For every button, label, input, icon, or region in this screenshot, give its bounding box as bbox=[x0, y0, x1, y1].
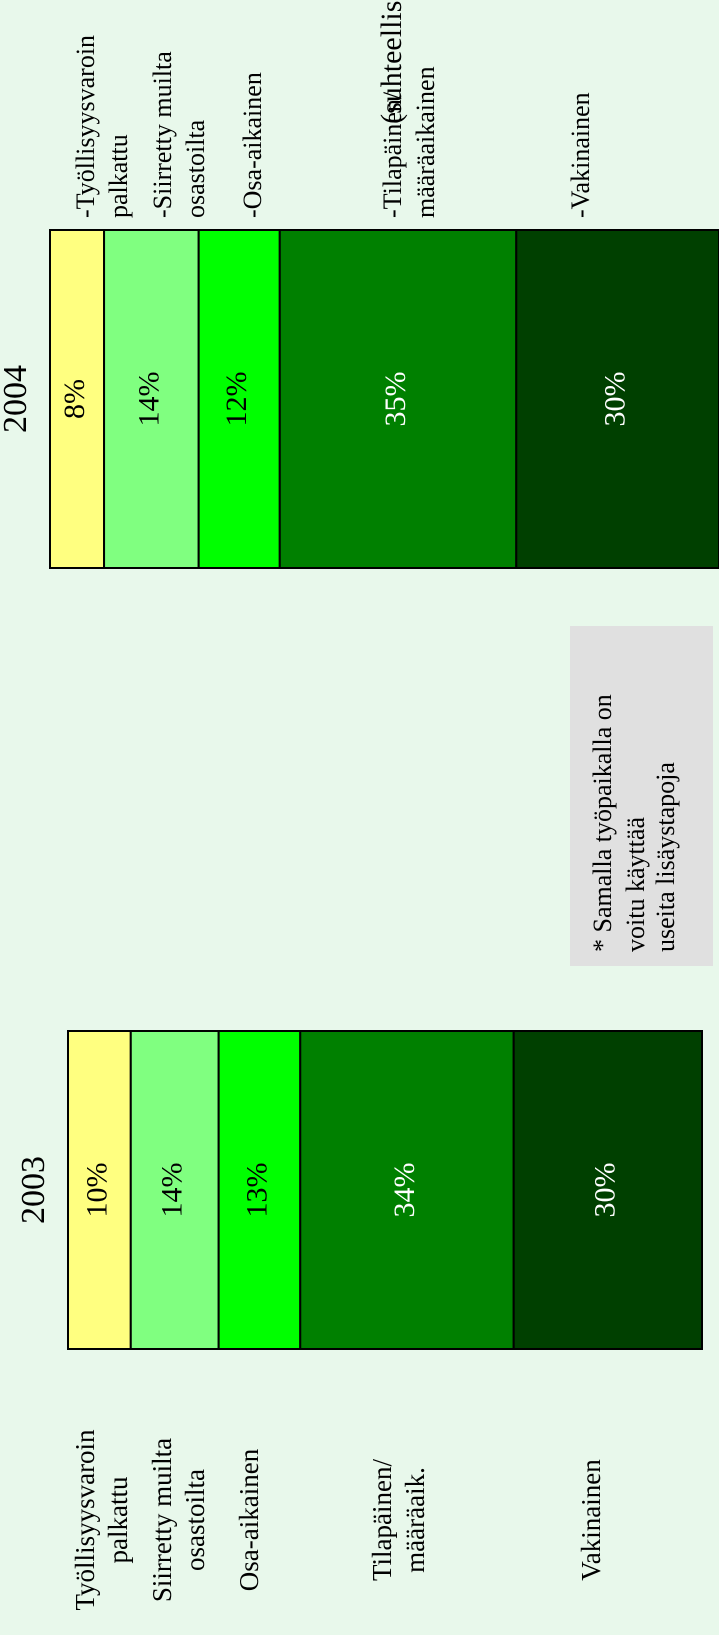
bar-2004-osa-aikainen bbox=[197, 229, 281, 569]
category-label-2004: 2004 bbox=[0, 365, 34, 433]
value-label-2004-tyollisyysvaroin-palkattu: 8% bbox=[58, 379, 91, 419]
bar-2003-vakinainen bbox=[512, 1030, 703, 1350]
bar-2004-tyollisyysvaroin-palkattu bbox=[49, 229, 106, 569]
bar-2003-tyollisyysvaroin-palkattu bbox=[67, 1030, 132, 1350]
bar-2004-siirretty-muilta-osastoilta bbox=[103, 229, 200, 569]
legend-2004-tyollisyysvaroin-line-2: palkattu bbox=[104, 134, 133, 218]
legend-2003-osa-aikainen-line-1: Osa-aikainen bbox=[234, 1448, 264, 1591]
legend-2003-vakinainen-line-1: Vakinainen bbox=[576, 1459, 606, 1581]
legend-2003-tilapainen-line-2: määräaik. bbox=[400, 1467, 430, 1573]
value-label-2004-osa-aikainen: 12% bbox=[220, 372, 253, 427]
value-label-2003-vakinainen: 30% bbox=[589, 1163, 622, 1218]
bar-2004-vakinainen bbox=[515, 229, 719, 569]
legend-2003-tilapainen-line-1: Tilapäinen/ bbox=[367, 1459, 397, 1581]
legend-2003-tyollisyysvaroin-line-1: Työllisyysvaroin bbox=[70, 1429, 100, 1611]
note-line-3: useita lisäystapoja bbox=[651, 762, 680, 952]
note-line-1: * Samalla työpaikalla on bbox=[588, 694, 617, 952]
legend-2004-osa-aikainen-line-1: -Osa-aikainen bbox=[238, 72, 267, 218]
value-label-2004-vakinainen: 30% bbox=[599, 372, 632, 427]
value-label-2004-tilapainen-maaraaik: 35% bbox=[379, 372, 412, 427]
value-label-2003-osa-aikainen: 13% bbox=[240, 1163, 273, 1218]
value-label-2003-siirretty-muilta-osastoilta: 14% bbox=[156, 1163, 189, 1218]
note-box bbox=[570, 626, 713, 966]
value-label-2004-siirretty-muilta-osastoilta: 14% bbox=[132, 372, 165, 427]
bar-2003-siirretty-muilta-osastoilta bbox=[129, 1030, 220, 1350]
legend-2004-siirretty-muilta-line-2: osastoilta bbox=[181, 119, 210, 218]
legend-2004-tyollisyysvaroin-line-1: -Työllisyysvaroin bbox=[71, 35, 100, 218]
value-label-2003-tyollisyysvaroin-palkattu: 10% bbox=[80, 1163, 113, 1218]
legend-2004-siirretty-muilta-line-1: -Siirretty muilta bbox=[148, 51, 177, 218]
bar-2003-tilapainen-maaraaik bbox=[299, 1030, 515, 1350]
bar-2003-osa-aikainen bbox=[217, 1030, 302, 1350]
legend-2003-siirretty-muilta-line-1: Siirretty muilta bbox=[147, 1438, 177, 1602]
value-label-2003-tilapainen-maaraaik: 34% bbox=[388, 1163, 421, 1218]
chart-subtitle: (suhteelliset osuudet) bbox=[375, 0, 408, 124]
legend-2003-tyollisyysvaroin-line-2: palkattu bbox=[103, 1476, 133, 1563]
legend-2004-tilapainen-line-1: -Tilapäinen/ bbox=[378, 91, 407, 218]
legend-2004-tilapainen-line-2: määräaikainen bbox=[411, 66, 440, 218]
legend-2003-siirretty-muilta-line-2: osastoilta bbox=[180, 1469, 210, 1571]
category-label-2003: 2003 bbox=[15, 1156, 52, 1224]
note-line-2: voitu käyttää bbox=[621, 817, 650, 952]
bar-2004-tilapainen-maaraaik bbox=[278, 229, 518, 569]
legend-2004-vakinainen-line-1: -Vakinainen bbox=[566, 92, 595, 218]
